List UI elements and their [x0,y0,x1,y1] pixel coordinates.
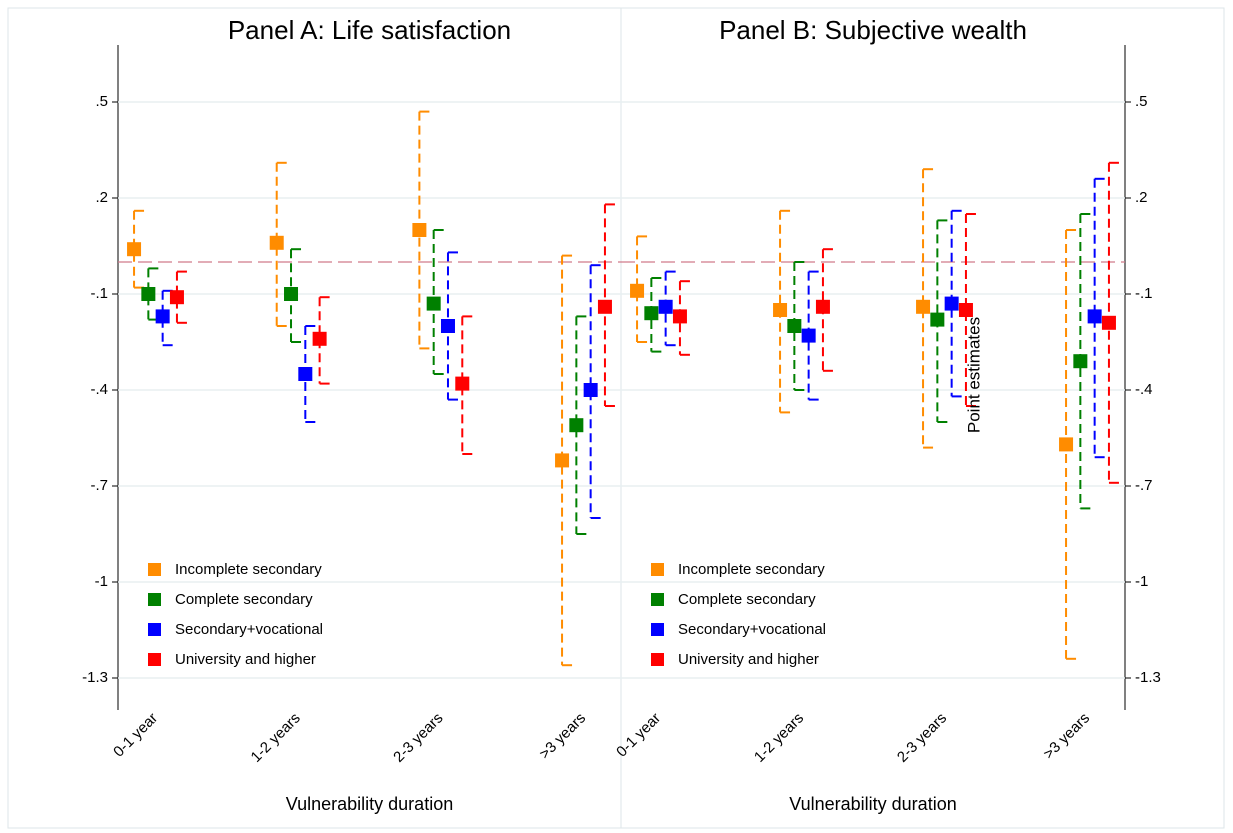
point-marker [155,309,170,324]
point-marker [958,303,973,317]
point-marker [1059,437,1074,452]
y-tick-label: -1.3 [82,669,108,686]
annotation: Point estimates [964,317,983,433]
legend-label: Secondary+vocational [175,621,323,638]
legend-swatch [651,593,664,606]
point-marker [658,299,673,314]
y-tick-label: -.1 [90,285,108,302]
point-marker [569,418,584,433]
point-marker [412,223,427,237]
point-marker [284,287,299,301]
point-marker [801,328,816,343]
legend-label: Secondary+vocational [678,621,826,638]
legend-label: Complete secondary [678,591,816,608]
y-tick-label: -.1 [1135,285,1153,302]
legend-swatch [148,653,161,666]
y-tick-label: .2 [1135,189,1148,206]
y-tick-label: -.7 [1135,477,1153,494]
point-marker [630,283,645,298]
panel-title: Panel B: Subjective wealth [719,15,1027,45]
point-marker [426,296,441,311]
y-tick-label: -.4 [90,381,108,398]
point-marker [583,383,598,397]
point-marker [269,235,284,250]
point-marker [644,306,659,321]
legend-swatch [651,623,664,636]
point-marker [141,287,156,301]
point-marker [127,242,142,257]
point-marker [597,299,612,314]
point-marker [555,453,570,468]
point-marker [1087,309,1102,324]
panel-title: Panel A: Life satisfaction [228,15,511,45]
point-marker [312,331,327,346]
y-tick-label: -.7 [90,477,108,494]
legend-swatch [148,563,161,576]
legend-swatch [651,653,664,666]
point-marker [298,367,313,381]
y-tick-label: .2 [95,189,108,206]
point-marker [1101,315,1116,330]
y-tick-label: -1.3 [1135,669,1161,686]
point-marker [672,309,687,324]
legend-swatch [651,563,664,576]
y-tick-label: .5 [95,93,108,110]
x-axis-label: Vulnerability duration [286,794,453,814]
point-marker [455,376,470,391]
legend-label: Incomplete secondary [175,561,322,578]
x-axis-label: Vulnerability duration [789,794,956,814]
point-marker [787,319,802,333]
point-marker [169,290,184,305]
legend-label: University and higher [175,651,316,668]
legend-label: Incomplete secondary [678,561,825,578]
point-marker [815,299,830,314]
point-marker [773,303,788,317]
point-marker [944,296,959,311]
legend-swatch [148,593,161,606]
frame [7,7,1225,829]
legend-swatch [148,623,161,636]
legend-label: University and higher [678,651,819,668]
point-marker [1073,354,1088,369]
y-tick-label: -1 [1135,573,1148,590]
y-tick-label: .5 [1135,93,1148,110]
y-tick-label: -.4 [1135,381,1153,398]
point-marker [440,319,455,333]
y-tick-label: -1 [95,573,108,590]
point-marker [916,299,931,314]
legend-label: Complete secondary [175,591,313,608]
point-marker [930,312,945,327]
